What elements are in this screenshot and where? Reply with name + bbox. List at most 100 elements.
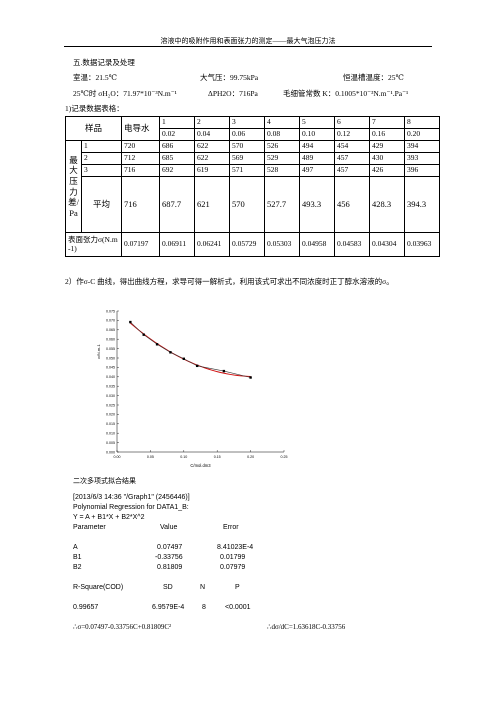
- fit-param-error: 0.07979: [220, 564, 246, 571]
- sample-number: 2: [194, 116, 231, 129]
- pressure-value: 430: [369, 152, 406, 165]
- st-value: 0.04958: [299, 232, 336, 257]
- pressure-value: 489: [299, 152, 336, 165]
- table-row: 3 716 692 619 571 528 497 457 426 396: [66, 164, 441, 177]
- y-tick-label: 0.040: [106, 375, 115, 379]
- pressure-header: 最大压力差/Pa: [65, 140, 82, 233]
- st-value: 0.04583: [334, 232, 371, 257]
- sample-number: 3: [229, 116, 266, 129]
- data-point: [169, 351, 172, 354]
- st-value: 0.06241: [194, 232, 231, 257]
- water-delta-p: ΔPH2O：716Pa: [208, 89, 258, 98]
- pressure-value: 429: [369, 140, 406, 153]
- fit-stat-header-r: R-Square(COD): [73, 584, 124, 591]
- data-point: [155, 343, 159, 346]
- water-value: 712: [121, 152, 161, 165]
- x-tick-label: 0.00: [114, 455, 121, 459]
- y-tick-label: 0.065: [106, 328, 115, 332]
- y-tick-label: 0.035: [106, 385, 115, 389]
- st-water: 0.07197: [121, 232, 161, 257]
- fit-stat-p: <0.0001: [225, 604, 251, 611]
- fit-heading: 二次多项式拟合结果: [73, 477, 136, 485]
- sample-number: 8: [404, 116, 441, 129]
- st-value: 0.05729: [229, 232, 266, 257]
- data-point: [249, 376, 252, 379]
- avg-value: 687.7: [159, 176, 196, 233]
- pressure-value: 622: [194, 140, 231, 153]
- y-tick-label: 0.045: [106, 366, 115, 370]
- concentration: 0.06: [229, 128, 266, 141]
- x-tick-label: 0.10: [180, 455, 187, 459]
- avg-water: 716: [121, 176, 161, 233]
- fit-col-value: Value: [160, 524, 178, 531]
- st-value: 0.05303: [264, 232, 301, 257]
- fit-stat-sd: 6.9579E-4: [152, 604, 185, 611]
- surface-tension-label: 表面张力σ(N.m-1): [64, 232, 123, 257]
- avg-value: 570: [229, 176, 266, 233]
- pressure-value: 394: [404, 140, 441, 153]
- table-row: 2 712 685 622 569 529 489 457 430 393: [66, 152, 441, 165]
- y-tick-label: 0.010: [106, 432, 115, 436]
- capillary-constant: 毛细管常数 K：0.1005*10⁻³N.m⁻¹.Pa⁻¹: [283, 89, 409, 98]
- fit-param-value: -0.33756: [155, 554, 183, 561]
- fit-stat-r: 0.99657: [73, 604, 99, 611]
- header-rule: [64, 46, 432, 47]
- water-value: 716: [121, 164, 161, 177]
- water-surface-tension: 25℃时 σH₂O：71.97*10⁻³N.m⁻¹: [73, 89, 177, 98]
- atmospheric-pressure: 大气压：99.75kPa: [200, 73, 259, 82]
- concentration: 0.10: [299, 128, 336, 141]
- fit-curve: [130, 322, 251, 377]
- run-number: 1: [80, 140, 123, 153]
- y-tick-label: 0.055: [106, 347, 115, 351]
- pressure-value: 685: [159, 152, 196, 165]
- avg-label: 平均: [80, 176, 123, 233]
- y-tick-label: 0.000: [106, 450, 115, 454]
- table-row: 最大压力差/Pa 1 720 686 622 570 526 494 454 4…: [65, 140, 441, 233]
- sample-number: 4: [264, 116, 301, 129]
- table-row: 平均 716 687.7 621 570 527.7 493.3 456 428…: [66, 176, 441, 233]
- st-value: 0.04304: [369, 232, 406, 257]
- x-tick-label: 0.05: [147, 455, 154, 459]
- result-derivative: ∴dσ/dC=1.63618C-0.33756: [267, 623, 346, 631]
- pressure-value: 686: [159, 140, 196, 153]
- x-axis-label: C/mol.dm3: [190, 463, 211, 468]
- fit-param-name: B1: [73, 554, 82, 561]
- pressure-value: 494: [299, 140, 336, 153]
- y-tick-label: 0.050: [106, 356, 115, 360]
- table-row: 表面张力σ(N.m-1) 0.07197 0.06911 0.06241 0.0…: [64, 232, 441, 257]
- y-axis-label: σ/N.m-1: [96, 343, 101, 358]
- pressure-value: 619: [194, 164, 231, 177]
- fit-param-value: 0.07497: [157, 544, 183, 551]
- avg-value: 428.3: [369, 176, 406, 233]
- fit-regression: Polynomial Regression for DATA1_B:: [73, 504, 189, 511]
- y-tick-label: 0.015: [106, 422, 115, 426]
- pressure-value: 529: [264, 152, 301, 165]
- fit-stat-header-p: P: [235, 584, 240, 591]
- fit-param-name: A: [73, 544, 78, 551]
- avg-value: 456: [334, 176, 371, 233]
- avg-value: 394.3: [404, 176, 441, 233]
- fit-param-error: 0.01799: [220, 554, 246, 561]
- data-point: [129, 320, 132, 324]
- pressure-value: 393: [404, 152, 441, 165]
- concentration: 0.20: [404, 128, 441, 141]
- run-number: 3: [80, 164, 123, 177]
- y-tick-label: 0.005: [106, 441, 115, 445]
- pressure-value: 457: [334, 152, 371, 165]
- data-table: 样品 电导水 1 2 3 4 5 6 7 8 0.02 0.04 0.06 0.…: [64, 116, 441, 257]
- x-tick-label: 0.20: [247, 455, 254, 459]
- concentration: 0.02: [159, 128, 196, 141]
- data-point: [142, 333, 145, 336]
- water-header: 电导水: [121, 116, 161, 141]
- sample-header: 样品: [64, 116, 123, 141]
- pressure-value: 396: [404, 164, 441, 177]
- pressure-value: 622: [194, 152, 231, 165]
- y-tick-label: 0.025: [106, 403, 115, 407]
- y-tick-label: 0.060: [106, 338, 115, 342]
- fit-equation: Y = A + B1*X + B2*X^2: [73, 514, 145, 521]
- data-point: [182, 357, 185, 360]
- y-tick-label: 0.075: [106, 309, 115, 313]
- x-tick-label: 0.25: [281, 455, 288, 459]
- fit-stat-header-n: N: [200, 584, 206, 591]
- sample-number: 1: [159, 116, 196, 129]
